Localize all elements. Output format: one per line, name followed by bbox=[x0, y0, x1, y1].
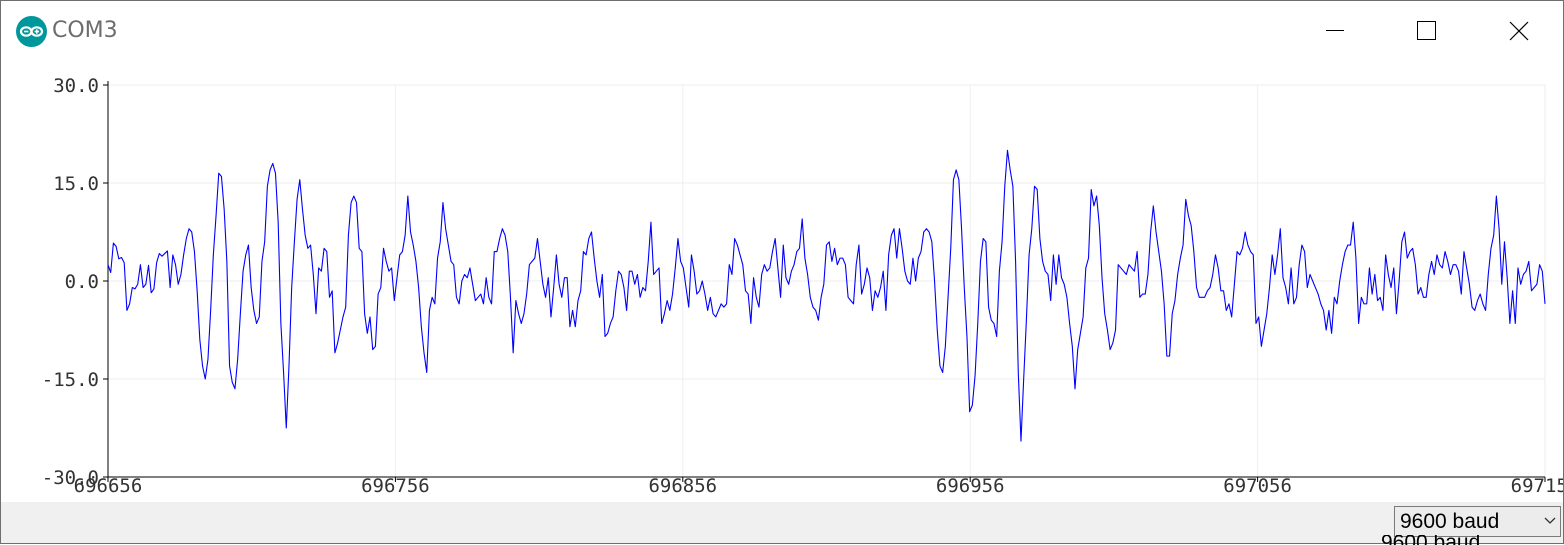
title-bar[interactable]: COM3 bbox=[1, 1, 1563, 61]
y-tick-label: 15.0 bbox=[53, 173, 99, 195]
y-tick-label: 30.0 bbox=[53, 75, 99, 97]
close-icon bbox=[1509, 21, 1529, 41]
x-tick-label: 697056 bbox=[1223, 475, 1292, 497]
x-tick-label: 696856 bbox=[648, 475, 717, 497]
plot-axes bbox=[103, 81, 1546, 482]
y-tick-label: -15.0 bbox=[42, 369, 99, 391]
close-button[interactable] bbox=[1473, 1, 1564, 61]
plot-area: 30.0 15.0 0.0 -15.0 -30.0 696656 696756 696856 6… bbox=[1, 61, 1563, 503]
minimize-button[interactable] bbox=[1289, 1, 1381, 61]
x-tick-label: 696956 bbox=[936, 475, 1005, 497]
chevron-down-icon bbox=[1544, 517, 1556, 524]
baud-rate-value: 9600 baud bbox=[1400, 510, 1500, 533]
maximize-icon bbox=[1417, 21, 1436, 40]
baud-rate-select[interactable]: 9600 baud bbox=[1394, 506, 1561, 537]
x-tick-label: 696756 bbox=[361, 475, 430, 497]
plot-grid bbox=[107, 84, 1546, 478]
window-title: COM3 bbox=[52, 18, 118, 43]
x-tick-label: 697156 bbox=[1511, 475, 1563, 497]
y-tick-label: -30.0 bbox=[42, 467, 99, 489]
y-tick-label: 0.0 bbox=[65, 271, 99, 293]
plot-series bbox=[107, 149, 1546, 442]
series-line bbox=[107, 149, 1546, 442]
bottom-toolbar: 9600 baud bbox=[1, 502, 1563, 543]
arduino-logo-icon bbox=[16, 16, 47, 47]
baud-rate-dropdown-ghost: 9600 baud bbox=[1381, 535, 1480, 545]
x-tick-label: 696656 bbox=[74, 475, 143, 497]
maximize-button[interactable] bbox=[1381, 1, 1473, 61]
minimize-icon bbox=[1326, 30, 1344, 31]
